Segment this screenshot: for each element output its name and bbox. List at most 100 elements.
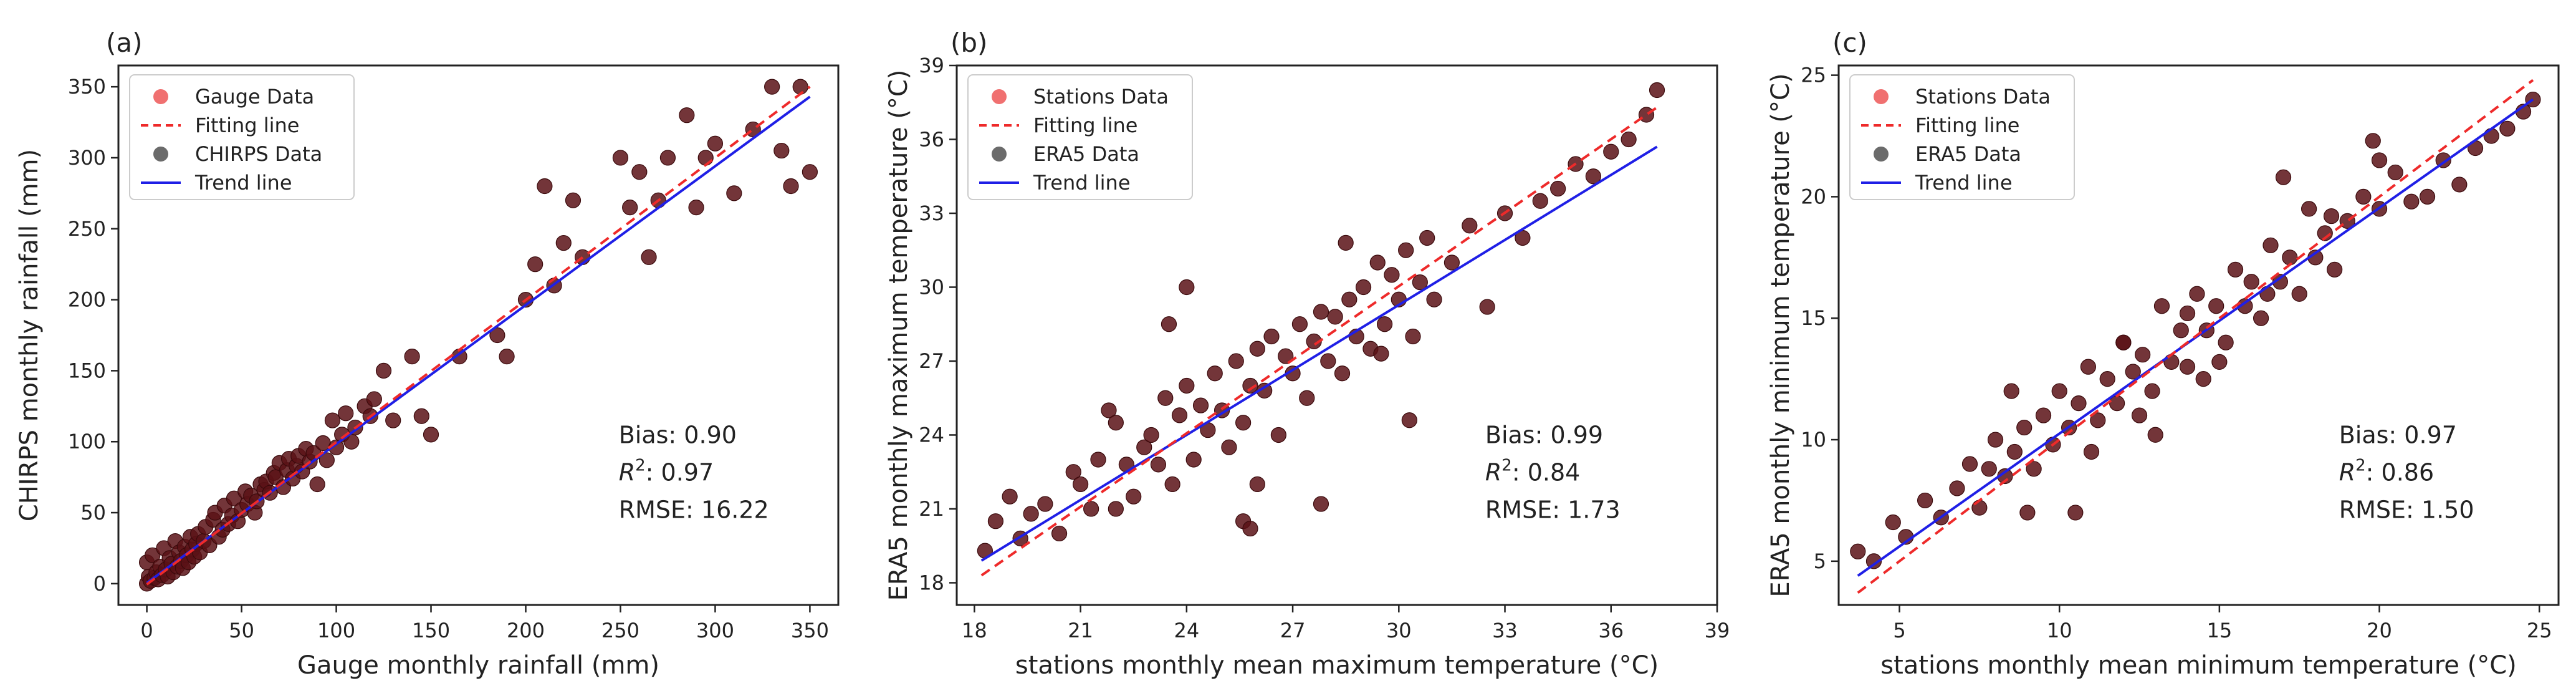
y-tick-label: 50: [80, 501, 106, 524]
data-point: [1462, 218, 1478, 234]
data-point: [1101, 402, 1117, 418]
data-point: [2153, 298, 2170, 314]
legend-marker-dot: [992, 89, 1007, 104]
legend-box: [129, 74, 355, 200]
data-point: [2016, 419, 2033, 436]
data-point: [2327, 261, 2343, 278]
x-tick-label: 250: [601, 619, 639, 642]
data-point: [2387, 164, 2403, 181]
data-point: [2035, 407, 2052, 423]
data-point: [324, 412, 341, 428]
data-point: [1341, 291, 1357, 307]
data-point: [2317, 225, 2333, 241]
data-point: [338, 405, 354, 422]
x-tick-label: 30: [1386, 619, 1412, 642]
data-point: [1981, 461, 1997, 477]
data-point: [764, 79, 780, 95]
data-point: [309, 476, 325, 493]
data-point: [1585, 168, 1601, 185]
data-point: [1192, 397, 1209, 413]
data-point: [2125, 364, 2141, 380]
data-point: [226, 490, 242, 506]
data-point: [1108, 415, 1124, 431]
x-tick-label: 5: [1893, 619, 1905, 642]
x-axis-label: stations monthly mean maximum temperatur…: [1015, 651, 1659, 680]
data-point: [1405, 328, 1421, 345]
data-point: [2419, 188, 2436, 205]
y-tick-label: 39: [919, 54, 944, 77]
y-tick-label: 25: [1801, 64, 1826, 87]
r2-symbol: R: [2339, 459, 2355, 486]
stat-r2: R2: 0.97: [619, 457, 714, 486]
data-point: [707, 135, 724, 152]
data-point: [404, 349, 420, 365]
data-point: [2403, 193, 2420, 210]
legend-marker-dot: [1874, 89, 1889, 104]
data-point: [1398, 242, 1414, 258]
data-point: [1377, 316, 1393, 332]
data-point: [1161, 316, 1177, 332]
y-tick-label: 5: [1814, 549, 1826, 573]
x-tick-label: 25: [2527, 619, 2552, 642]
stat-rmse: RMSE: 1.50: [2339, 496, 2474, 524]
data-point: [527, 256, 543, 273]
data-point: [1126, 488, 1142, 505]
y-tick-label: 27: [919, 349, 944, 373]
data-point: [2026, 461, 2042, 477]
data-points: [138, 79, 818, 592]
x-tick-label: 10: [2047, 619, 2072, 642]
data-point: [1278, 348, 1294, 364]
data-point: [2080, 359, 2096, 375]
x-tick-label: 39: [1705, 619, 1730, 642]
legend-entry: CHIRPS Data: [195, 142, 322, 166]
y-tick-label: 36: [919, 127, 944, 151]
legend-entry: Fitting line: [1033, 114, 1137, 137]
data-point: [1401, 412, 1417, 428]
y-tick-label: 0: [93, 572, 106, 596]
legend-entry: ERA5 Data: [1033, 142, 1139, 166]
legend-entry: Gauge Data: [195, 85, 314, 109]
data-point: [987, 513, 1004, 529]
data-point: [1369, 254, 1386, 271]
data-point: [1987, 432, 2004, 448]
data-point: [1649, 82, 1665, 99]
data-point: [1355, 279, 1372, 296]
data-point: [1157, 390, 1174, 406]
x-tick-label: 36: [1598, 619, 1624, 642]
data-point: [2003, 383, 2019, 399]
data-point: [2051, 383, 2067, 399]
chart-panel-c: 5 10 15 20 25 5 10 15 20 25 stations monthly mean …: [1766, 27, 2560, 680]
r2-superscript: 2: [2355, 457, 2366, 475]
data-point: [1419, 230, 1435, 246]
y-tick-label: 20: [1801, 185, 1826, 208]
data-point: [1221, 439, 1237, 455]
legend-entry: Trend line: [194, 171, 292, 195]
data-point: [2135, 347, 2151, 363]
data-point: [1136, 439, 1152, 455]
x-tick-label: 20: [2367, 619, 2392, 642]
data-point: [2195, 371, 2211, 387]
data-point: [1065, 464, 1081, 480]
data-point: [783, 178, 799, 195]
y-tick-label: 18: [919, 571, 944, 594]
data-point: [2365, 133, 2381, 149]
data-point: [1532, 193, 1548, 209]
data-point: [1037, 496, 1053, 512]
r2-superscript: 2: [1501, 457, 1512, 475]
data-point: [1444, 254, 1460, 271]
data-point: [1263, 328, 1280, 345]
data-point: [2227, 261, 2244, 278]
data-point: [1249, 341, 1265, 357]
y-axis-label: CHIRPS monthly rainfall (mm): [15, 149, 44, 521]
data-point: [555, 234, 572, 251]
plot-frame: [955, 64, 1718, 606]
data-point: [2173, 322, 2189, 339]
data-point: [2189, 286, 2205, 302]
x-tick-label: 200: [507, 619, 545, 642]
data-point: [1185, 452, 1202, 468]
data-point: [1073, 476, 1089, 493]
data-point: [1850, 543, 1866, 559]
x-tick-label: 18: [962, 619, 987, 642]
data-point: [2019, 505, 2036, 521]
